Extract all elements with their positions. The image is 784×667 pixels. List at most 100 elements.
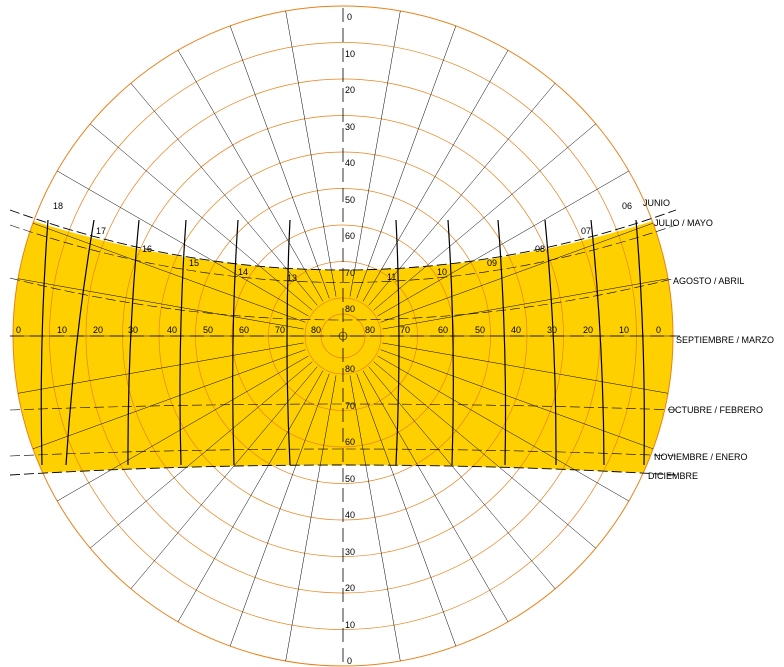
scale-label: 80 [365, 325, 375, 335]
altitude-label: 80 [345, 304, 355, 314]
altitude-label: 50 [345, 195, 355, 205]
altitude-label: 80 [345, 364, 355, 374]
hour-curve [127, 219, 140, 466]
azimuth-line [17, 342, 304, 394]
hour-label-18: 18 [53, 201, 63, 211]
scale-label: 20 [583, 325, 593, 335]
hour-label-14: 14 [238, 267, 248, 277]
hour-label-15: 15 [189, 258, 199, 268]
hour-label-09: 09 [487, 258, 497, 268]
altitude-label: 0 [347, 12, 352, 22]
altitude-labels-bottom: 80 70 60 50 40 30 20 10 0 [345, 364, 355, 666]
azimuth-line [229, 373, 330, 647]
month-label-septiembre-marzo: SEPTIEMBRE / MARZO [676, 335, 774, 345]
altitude-label: 20 [345, 583, 355, 593]
altitude-label: 40 [345, 158, 355, 168]
scale-label: 40 [167, 325, 177, 335]
azimuth-line [32, 349, 306, 450]
altitude-label: 40 [345, 510, 355, 520]
hour-curve [286, 219, 291, 466]
azimuth-line [377, 355, 629, 502]
scale-label: 60 [438, 325, 448, 335]
azimuth-line [349, 375, 401, 662]
month-curve [9, 403, 677, 411]
azimuth-line [285, 10, 337, 297]
altitude-label: 70 [345, 268, 355, 278]
azimuth-line [57, 170, 309, 317]
azimuth-line [373, 123, 596, 311]
altitude-labels-top: 0 10 20 30 40 50 60 70 80 [345, 12, 355, 314]
altitude-label: 30 [345, 547, 355, 557]
altitude-label: 20 [345, 85, 355, 95]
scale-label: 30 [128, 325, 138, 335]
altitude-label: 70 [345, 401, 355, 411]
azimuth-line [177, 50, 324, 302]
azimuth-line [382, 278, 669, 330]
month-label-octubre-febrero: OCTUBRE / FEBRERO [668, 405, 763, 415]
month-label-noviembre-enero: NOVIEMBRE / ENERO [654, 452, 748, 462]
scale-label: 70 [275, 325, 285, 335]
azimuth-line [130, 366, 318, 589]
hour-label-17: 17 [96, 226, 106, 236]
altitude-label: 30 [345, 122, 355, 132]
sun-path-band [13, 210, 673, 475]
month-label-diciembre: DICIEMBRE [648, 471, 698, 481]
altitude-label: 60 [345, 437, 355, 447]
altitude-label: 10 [345, 49, 355, 59]
hour-label-08: 08 [535, 244, 545, 254]
month-label-agosto-abril: AGOSTO / ABRIL [673, 276, 744, 286]
left-scale-labels: 0 10 20 30 40 50 60 70 80 [16, 325, 321, 335]
month-label-julio-mayo: JULIO / MAYO [654, 218, 713, 228]
hour-curve [179, 219, 187, 466]
azimuth-line [356, 373, 457, 647]
scale-label: 0 [16, 325, 21, 335]
azimuth-line [32, 222, 306, 323]
scale-label: 50 [203, 325, 213, 335]
azimuth-line [380, 349, 654, 450]
hour-label-06: 06 [622, 201, 632, 211]
hour-label-10: 10 [437, 267, 447, 277]
azimuth-line [380, 222, 654, 323]
scale-label: 20 [93, 325, 103, 335]
azimuth-line [377, 170, 629, 317]
azimuth-line [382, 342, 669, 394]
month-labels: JUNIO JULIO / MAYO AGOSTO / ABRIL SEPTIE… [643, 198, 774, 481]
altitude-label: 0 [347, 656, 352, 666]
hour-curve [232, 219, 239, 466]
hour-curve [497, 219, 507, 466]
month-label-junio: JUNIO [643, 198, 670, 208]
scale-label: 40 [511, 325, 521, 335]
azimuth-line [362, 370, 509, 622]
hour-curve [395, 219, 400, 466]
hour-label-11: 11 [387, 272, 396, 282]
azimuth-line [285, 375, 337, 662]
scale-label: 70 [400, 325, 410, 335]
azimuth-line [90, 361, 313, 549]
hour-label-16: 16 [142, 244, 152, 254]
right-scale-labels: 80 70 60 50 40 30 20 10 0 [365, 325, 661, 335]
azimuth-radial-lines [17, 10, 669, 662]
azimuth-line [17, 278, 304, 330]
hour-curve [447, 219, 454, 466]
hour-curve [590, 219, 605, 466]
scale-label: 30 [547, 325, 557, 335]
azimuth-line [177, 370, 324, 622]
azimuth-line [362, 50, 509, 302]
azimuth-line [373, 361, 596, 549]
hour-label-07: 07 [581, 226, 591, 236]
altitude-label: 10 [345, 620, 355, 630]
hour-lines [40, 219, 645, 466]
hour-curve [544, 219, 557, 466]
hour-curve [65, 219, 95, 466]
azimuth-line [57, 355, 309, 502]
azimuth-line [349, 10, 401, 297]
azimuth-line [368, 366, 556, 589]
scale-label: 10 [57, 325, 67, 335]
scale-label: 0 [656, 325, 661, 335]
scale-label: 10 [619, 325, 629, 335]
hour-label-13: 13 [287, 273, 297, 283]
azimuth-line [229, 25, 330, 299]
month-curve [9, 448, 677, 457]
scale-label: 50 [475, 325, 485, 335]
